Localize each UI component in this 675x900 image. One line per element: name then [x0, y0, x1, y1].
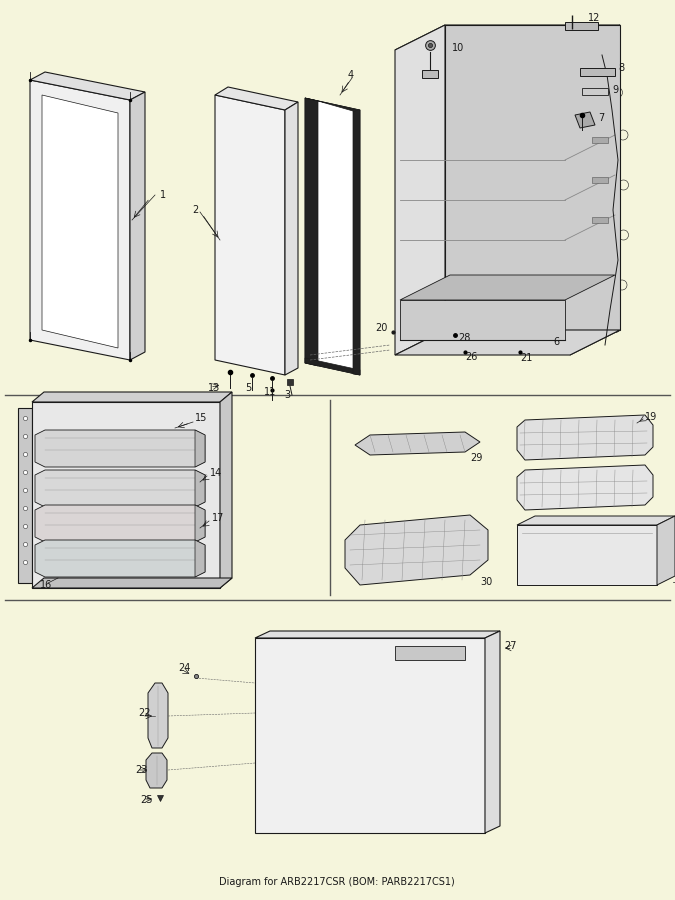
Text: 7: 7 — [598, 113, 604, 123]
Polygon shape — [422, 70, 438, 78]
Polygon shape — [305, 358, 360, 375]
Text: 6: 6 — [553, 337, 559, 347]
Polygon shape — [400, 275, 615, 300]
Polygon shape — [517, 415, 653, 460]
Text: 16: 16 — [40, 580, 52, 590]
Text: 2: 2 — [192, 205, 198, 215]
Polygon shape — [485, 631, 500, 833]
Polygon shape — [195, 470, 205, 507]
Polygon shape — [35, 430, 205, 467]
Text: 4: 4 — [348, 70, 354, 80]
Polygon shape — [582, 88, 608, 95]
Polygon shape — [255, 638, 485, 833]
Text: 12: 12 — [588, 13, 600, 23]
Polygon shape — [400, 300, 565, 340]
Polygon shape — [517, 516, 675, 525]
Text: 5: 5 — [245, 383, 251, 393]
Text: 1: 1 — [160, 190, 166, 200]
Text: 26: 26 — [465, 352, 477, 362]
Text: 15: 15 — [195, 413, 207, 423]
Polygon shape — [42, 95, 118, 348]
Text: 21: 21 — [520, 353, 533, 363]
Text: 11: 11 — [264, 387, 276, 397]
Polygon shape — [30, 80, 130, 360]
Text: 8: 8 — [618, 63, 624, 73]
Polygon shape — [195, 505, 205, 542]
Polygon shape — [30, 72, 145, 100]
Polygon shape — [305, 98, 318, 366]
Polygon shape — [580, 68, 615, 76]
Polygon shape — [148, 683, 168, 748]
Polygon shape — [35, 540, 205, 577]
Text: 25: 25 — [140, 795, 153, 805]
Polygon shape — [215, 95, 285, 375]
Text: 24: 24 — [178, 663, 190, 673]
Polygon shape — [195, 540, 205, 577]
Text: 22: 22 — [138, 708, 151, 718]
Polygon shape — [395, 646, 465, 660]
Polygon shape — [32, 578, 232, 588]
Polygon shape — [445, 25, 620, 330]
Polygon shape — [35, 470, 205, 507]
Polygon shape — [570, 25, 620, 355]
Text: 14: 14 — [210, 468, 222, 478]
Text: 13: 13 — [208, 383, 220, 393]
Polygon shape — [657, 516, 675, 585]
Text: 17: 17 — [212, 513, 224, 523]
Polygon shape — [255, 631, 500, 638]
Text: 27: 27 — [504, 641, 516, 651]
Polygon shape — [395, 330, 620, 355]
Polygon shape — [130, 92, 145, 360]
Polygon shape — [305, 98, 360, 111]
Polygon shape — [353, 110, 360, 375]
Polygon shape — [517, 465, 653, 510]
Polygon shape — [517, 525, 657, 585]
Polygon shape — [18, 408, 32, 583]
Text: Diagram for ARB2217CSR (BOM: PARB2217CS1): Diagram for ARB2217CSR (BOM: PARB2217CS1… — [219, 877, 455, 887]
Polygon shape — [395, 25, 445, 355]
Text: 10: 10 — [452, 43, 464, 53]
Polygon shape — [35, 505, 205, 542]
Polygon shape — [285, 102, 298, 375]
Polygon shape — [355, 432, 480, 455]
Polygon shape — [195, 430, 205, 467]
Text: 19: 19 — [645, 412, 657, 422]
Text: 29: 29 — [470, 453, 483, 463]
Polygon shape — [146, 753, 167, 788]
Polygon shape — [592, 137, 608, 143]
Polygon shape — [575, 112, 595, 128]
Text: 28: 28 — [458, 333, 470, 343]
Polygon shape — [592, 217, 608, 223]
Polygon shape — [592, 177, 608, 183]
Polygon shape — [220, 392, 232, 588]
Polygon shape — [32, 392, 232, 402]
Polygon shape — [545, 344, 563, 354]
Polygon shape — [305, 98, 360, 375]
Polygon shape — [395, 25, 620, 50]
Text: 9: 9 — [612, 85, 618, 95]
Polygon shape — [215, 87, 298, 110]
Text: 3: 3 — [284, 390, 290, 400]
Text: 30: 30 — [480, 577, 492, 587]
Text: 20: 20 — [375, 323, 387, 333]
Polygon shape — [565, 22, 598, 30]
Polygon shape — [32, 402, 220, 588]
Text: 23: 23 — [135, 765, 147, 775]
Polygon shape — [345, 515, 488, 585]
